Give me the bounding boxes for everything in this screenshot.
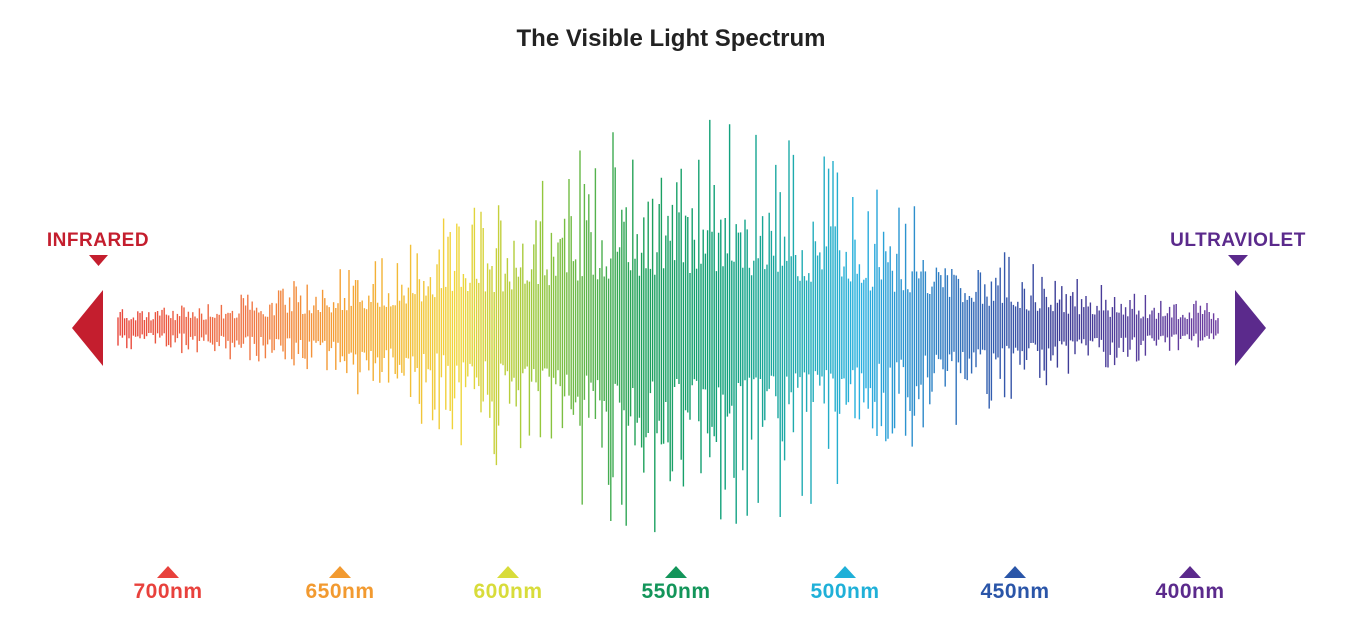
infrared-label: INFRARED: [47, 230, 149, 251]
wavelength-label: 450nm: [980, 580, 1049, 603]
wavelength-pointer: [329, 566, 351, 578]
wavelength-pointer: [834, 566, 856, 578]
wavelength-pointer: [157, 566, 179, 578]
ultraviolet-label: ULTRAVIOLET: [1170, 230, 1306, 251]
wavelength-label: 650nm: [305, 580, 374, 603]
wavelength-label: 400nm: [1155, 580, 1224, 603]
wavelength-label: 600nm: [473, 580, 542, 603]
infrared-pointer: [89, 255, 108, 266]
wavelength-labels: 700nm 650nm 600nm 550nm 500nm 450nm 400nm: [133, 566, 1224, 603]
infrared-arrow: [72, 290, 103, 366]
wavelength-label: 700nm: [133, 580, 202, 603]
wavelength-pointer: [1179, 566, 1201, 578]
wave: [117, 119, 1219, 533]
title: The Visible Light Spectrum: [517, 25, 826, 52]
wavelength-label: 500nm: [810, 580, 879, 603]
ultraviolet-arrow: [1235, 290, 1266, 366]
wavelength-label: 550nm: [641, 580, 710, 603]
wavelength-pointer: [1004, 566, 1026, 578]
wavelength-pointer: [665, 566, 687, 578]
ultraviolet-pointer: [1228, 255, 1248, 266]
wavelength-pointer: [497, 566, 519, 578]
